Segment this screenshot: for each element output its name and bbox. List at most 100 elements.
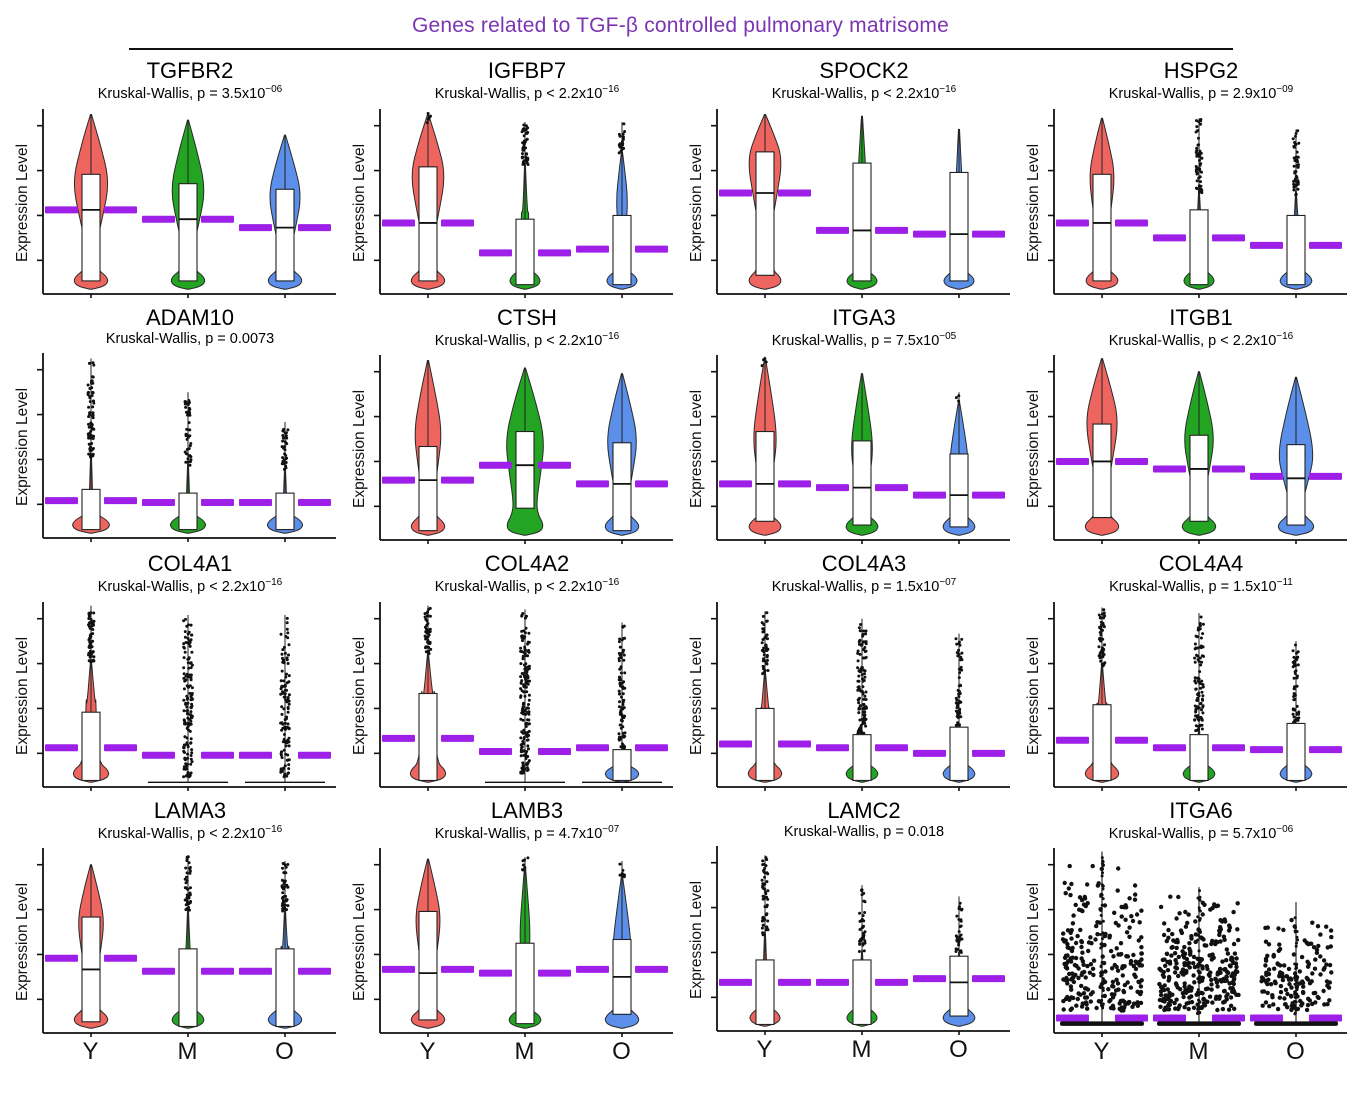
plot-col4a1 bbox=[36, 601, 336, 791]
plot-itga3 bbox=[710, 355, 1010, 545]
violin-O bbox=[1249, 376, 1342, 536]
x-tick-label-m: M bbox=[851, 1036, 872, 1064]
x-tick-label-y: Y bbox=[1093, 1038, 1110, 1066]
gene-title: ADAM10 bbox=[145, 304, 235, 330]
gene-title: COL4A4 bbox=[1158, 551, 1244, 577]
violin-O bbox=[1249, 902, 1342, 1026]
panel-hspg2: HSPG2 Kruskal-Wallis, p = 2.9x10−09 Expres… bbox=[1018, 52, 1355, 299]
violin-O bbox=[238, 861, 331, 1029]
gene-title: TGFBR2 bbox=[146, 58, 234, 83]
plot-igfbp7 bbox=[373, 108, 673, 298]
x-tick-label-y: Y bbox=[756, 1036, 773, 1064]
y-axis-label: Expression Level bbox=[351, 636, 369, 755]
violin-M bbox=[478, 856, 571, 1029]
violin-M bbox=[815, 373, 908, 536]
panel-spock2: SPOCK2 Kruskal-Wallis, p < 2.2x10−16 Expre… bbox=[681, 52, 1018, 299]
plot-adam10 bbox=[36, 353, 336, 543]
violin-M bbox=[1152, 371, 1245, 536]
violin-Y bbox=[718, 855, 811, 1028]
gene-title: ITGA3 bbox=[832, 304, 896, 330]
plot-col4a2 bbox=[373, 601, 673, 791]
pvalue-label: Kruskal-Wallis, p = 2.9x10−09 bbox=[1108, 84, 1294, 103]
violin-O bbox=[575, 121, 668, 290]
y-axis-label: Expression Level bbox=[688, 636, 706, 755]
title-underline bbox=[128, 48, 1233, 50]
y-axis-label: Expression Level bbox=[14, 883, 32, 1002]
violin-O bbox=[912, 392, 1005, 536]
pvalue-label: Kruskal-Wallis, p = 5.7x10−06 bbox=[1108, 823, 1294, 842]
plot-hspg2 bbox=[1047, 108, 1347, 298]
pvalue-label: Kruskal-Wallis, p = 3.5x10−06 bbox=[97, 84, 283, 103]
violin-Y bbox=[44, 113, 137, 290]
violin-Y bbox=[381, 111, 474, 290]
violin-O bbox=[238, 422, 331, 535]
violin-O bbox=[238, 134, 331, 290]
panels-grid: TGFBR2 Kruskal-Wallis, p = 3.5x10−06 Expre… bbox=[7, 52, 1355, 1072]
x-tick-label-y: Y bbox=[82, 1038, 99, 1066]
y-axis-label: Expression Level bbox=[1025, 390, 1043, 509]
violin-Y bbox=[1055, 358, 1148, 536]
y-axis-label: Expression Level bbox=[688, 143, 706, 262]
pvalue-label: Kruskal-Wallis, p < 2.2x10−16 bbox=[434, 84, 620, 103]
plot-itgb1 bbox=[1047, 355, 1347, 545]
y-axis-label: Expression Level bbox=[1025, 883, 1043, 1002]
violin-Y bbox=[44, 358, 137, 535]
panel-col4a3: COL4A3 Kruskal-Wallis, p = 1.5x10−07 Expre… bbox=[681, 545, 1018, 792]
violin-M bbox=[478, 367, 571, 536]
plot-lamb3 bbox=[373, 848, 673, 1038]
violin-O bbox=[1249, 128, 1342, 290]
gene-title: HSPG2 bbox=[1163, 58, 1239, 83]
gene-title: COL4A3 bbox=[821, 551, 907, 577]
plot-itga6 bbox=[1047, 848, 1347, 1038]
x-tick-label-m: M bbox=[514, 1038, 535, 1066]
pvalue-label: Kruskal-Wallis, p = 4.7x10−07 bbox=[434, 823, 620, 842]
pvalue-label: Kruskal-Wallis, p = 0.018 bbox=[783, 823, 945, 840]
violin-M bbox=[1152, 117, 1245, 290]
x-tick-label-o: O bbox=[1286, 1038, 1305, 1066]
plot-tgfbr2 bbox=[36, 108, 336, 298]
violin-Y bbox=[1055, 607, 1148, 783]
violin-M bbox=[478, 608, 571, 783]
pvalue-label: Kruskal-Wallis, p < 2.2x10−16 bbox=[434, 330, 620, 349]
violin-O bbox=[575, 861, 668, 1029]
pvalue-label: Kruskal-Wallis, p = 7.5x10−05 bbox=[771, 330, 957, 349]
violin-M bbox=[1152, 887, 1245, 1026]
plot-lama3 bbox=[36, 848, 336, 1038]
y-axis-label: Expression Level bbox=[1025, 143, 1043, 262]
panel-col4a2: COL4A2 Kruskal-Wallis, p < 2.2x10−16 Expre… bbox=[344, 545, 681, 792]
gene-title: ITGA6 bbox=[1169, 797, 1233, 823]
x-tick-label-y: Y bbox=[419, 1038, 436, 1066]
panel-lama3: LAMA3 Kruskal-Wallis, p < 2.2x10−16 Expres… bbox=[7, 792, 344, 1073]
violin-Y bbox=[381, 360, 474, 536]
violin-Y bbox=[1055, 851, 1148, 1026]
violin-M bbox=[815, 115, 908, 290]
x-tick-label-m: M bbox=[177, 1038, 198, 1066]
y-axis-label: Expression Level bbox=[351, 390, 369, 509]
violin-M bbox=[141, 855, 234, 1029]
gene-title: SPOCK2 bbox=[819, 58, 909, 83]
violin-M bbox=[141, 614, 234, 783]
gene-title: LAMA3 bbox=[153, 797, 227, 823]
y-axis-label: Expression Level bbox=[351, 143, 369, 262]
violin-O bbox=[912, 633, 1005, 783]
panel-itga6: ITGA6 Kruskal-Wallis, p = 5.7x10−06 Expres… bbox=[1018, 792, 1355, 1073]
pvalue-label: Kruskal-Wallis, p < 2.2x10−16 bbox=[771, 84, 957, 103]
violin-M bbox=[815, 618, 908, 783]
panel-itgb1: ITGB1 Kruskal-Wallis, p < 2.2x10−16 Expres… bbox=[1018, 299, 1355, 546]
violin-Y bbox=[381, 858, 474, 1029]
pvalue-label: Kruskal-Wallis, p < 2.2x10−16 bbox=[97, 823, 283, 842]
violin-M bbox=[478, 121, 571, 290]
y-axis-label: Expression Level bbox=[14, 143, 32, 262]
violin-Y bbox=[1055, 117, 1148, 290]
plot-spock2 bbox=[710, 108, 1010, 298]
panel-itga3: ITGA3 Kruskal-Wallis, p = 7.5x10−05 Expres… bbox=[681, 299, 1018, 546]
gene-title: CTSH bbox=[497, 304, 557, 330]
violin-Y bbox=[718, 113, 811, 290]
x-tick-label-o: O bbox=[612, 1038, 631, 1066]
violin-Y bbox=[718, 356, 811, 536]
gene-title: LAMC2 bbox=[827, 797, 901, 823]
